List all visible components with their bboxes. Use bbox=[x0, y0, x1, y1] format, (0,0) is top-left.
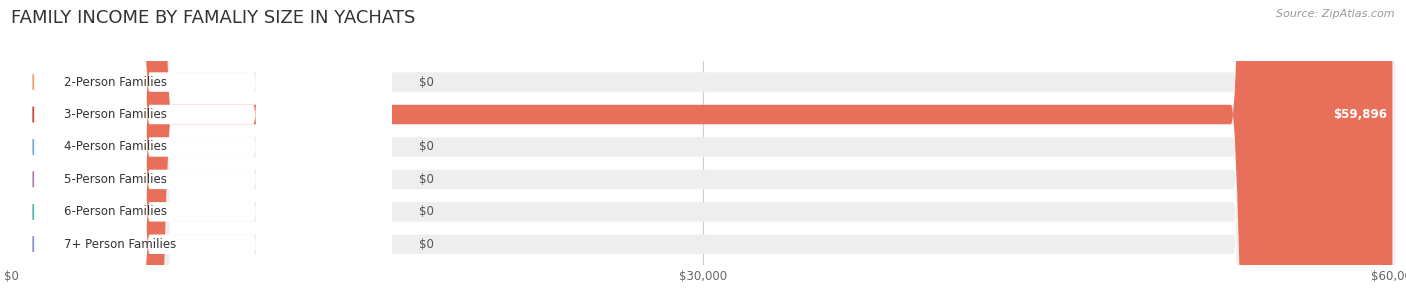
Text: 4-Person Families: 4-Person Families bbox=[63, 141, 167, 153]
Text: 6-Person Families: 6-Person Families bbox=[63, 205, 167, 218]
FancyBboxPatch shape bbox=[11, 0, 1395, 305]
Text: $0: $0 bbox=[419, 173, 434, 186]
Text: 7+ Person Families: 7+ Person Families bbox=[63, 238, 176, 251]
Text: FAMILY INCOME BY FAMALIY SIZE IN YACHATS: FAMILY INCOME BY FAMALIY SIZE IN YACHATS bbox=[11, 9, 416, 27]
FancyBboxPatch shape bbox=[11, 0, 1392, 305]
Text: 5-Person Families: 5-Person Families bbox=[63, 173, 167, 186]
Text: $59,896: $59,896 bbox=[1333, 108, 1386, 121]
FancyBboxPatch shape bbox=[11, 0, 392, 305]
FancyBboxPatch shape bbox=[11, 0, 392, 305]
FancyBboxPatch shape bbox=[11, 0, 1395, 305]
FancyBboxPatch shape bbox=[11, 0, 1395, 305]
Text: $0: $0 bbox=[419, 238, 434, 251]
FancyBboxPatch shape bbox=[11, 0, 392, 305]
FancyBboxPatch shape bbox=[11, 0, 392, 305]
FancyBboxPatch shape bbox=[11, 0, 1395, 305]
Text: $0: $0 bbox=[419, 141, 434, 153]
FancyBboxPatch shape bbox=[11, 0, 392, 305]
Text: Source: ZipAtlas.com: Source: ZipAtlas.com bbox=[1277, 9, 1395, 19]
FancyBboxPatch shape bbox=[11, 0, 1395, 305]
FancyBboxPatch shape bbox=[11, 0, 1395, 305]
Text: $0: $0 bbox=[419, 205, 434, 218]
Text: $0: $0 bbox=[419, 76, 434, 88]
FancyBboxPatch shape bbox=[11, 0, 392, 305]
Text: 3-Person Families: 3-Person Families bbox=[63, 108, 167, 121]
Text: 2-Person Families: 2-Person Families bbox=[63, 76, 167, 88]
